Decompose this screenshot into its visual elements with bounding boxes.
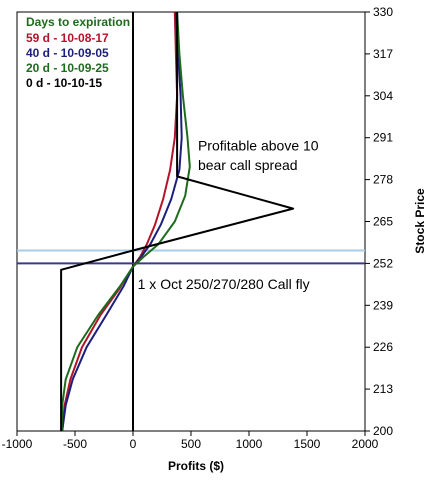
- series-layer: [60, 11, 295, 432]
- y-tick-label: 317: [373, 47, 393, 61]
- y-tick-label: 278: [373, 173, 393, 187]
- annotations: Profitable above 10 bear call spread 1 x O…: [138, 138, 319, 293]
- x-tick-label: 0: [130, 437, 137, 451]
- legend-entry: 40 d - 10-09-05: [26, 46, 109, 60]
- y-axis-title: Stock Price: [413, 188, 427, 254]
- annotation-text: 1 x Oct 250/270/280 Call fly: [138, 276, 310, 292]
- x-tick-label: -500: [63, 437, 87, 451]
- x-tick-label: 2000: [352, 437, 379, 451]
- x-axis: -1000 -500 0 500 1000 1500 2000: [2, 431, 379, 451]
- y-axis: 200 213 226 239 252 265 278 291 304 317 330: [365, 5, 393, 438]
- series-line-0: [61, 11, 179, 432]
- y-tick-label: 265: [373, 215, 393, 229]
- legend-entry: 20 d - 10-09-25: [26, 61, 109, 75]
- legend-entry: 0 d - 10-10-15: [26, 76, 102, 90]
- annotation-text: Profitable above 10: [198, 138, 319, 154]
- y-tick-label: 239: [373, 298, 393, 312]
- y-tick-label: 291: [373, 131, 393, 145]
- y-tick-label: 304: [373, 89, 393, 103]
- x-tick-label: -1000: [2, 437, 33, 451]
- series-line-1: [61, 11, 183, 432]
- y-tick-label: 213: [373, 382, 393, 396]
- y-tick-label: 200: [373, 424, 393, 438]
- legend-title: Days to expiration: [26, 15, 130, 29]
- x-axis-title: Profits ($): [168, 459, 224, 473]
- legend-entry: 59 d - 10-08-17: [26, 31, 109, 45]
- y-tick-label: 226: [373, 340, 393, 354]
- y-tick-label: 252: [373, 256, 393, 270]
- series-line-2: [60, 11, 191, 432]
- annotation-text: bear call spread: [198, 157, 298, 173]
- reference-lines: [17, 12, 365, 431]
- y-tick-label: 330: [373, 5, 393, 19]
- x-tick-label: 1500: [294, 437, 321, 451]
- x-tick-label: 500: [181, 437, 201, 451]
- series-line-3: [60, 12, 295, 431]
- x-tick-label: 1000: [236, 437, 263, 451]
